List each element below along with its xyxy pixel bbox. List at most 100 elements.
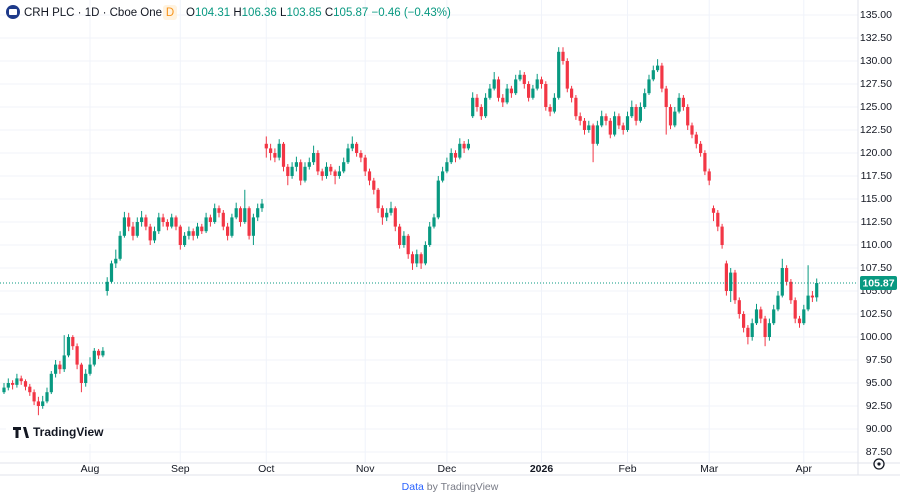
candle-body	[204, 217, 208, 232]
candle-body	[806, 295, 810, 310]
candle-body	[570, 88, 574, 98]
candle-body	[320, 171, 324, 176]
candle-body	[97, 350, 101, 356]
candle-body	[797, 318, 802, 324]
candle-body	[187, 231, 191, 236]
candle-body	[703, 153, 707, 172]
candle-body	[621, 125, 625, 130]
candle-body	[312, 153, 316, 163]
candle-body	[810, 295, 814, 298]
x-tick-label: 2026	[530, 463, 554, 475]
candle-body	[19, 378, 23, 382]
candle-body	[200, 226, 204, 232]
interval-badge: D	[166, 7, 174, 19]
legend-label: H	[233, 7, 241, 19]
footer-link[interactable]: Data	[402, 481, 424, 493]
candle-body	[574, 97, 578, 117]
candle-body	[380, 208, 384, 218]
candle-body	[514, 79, 518, 94]
candle-body	[742, 314, 746, 328]
candle-body	[234, 208, 238, 218]
candle-body	[221, 212, 225, 227]
candle-body	[415, 254, 419, 264]
candle-body	[785, 268, 789, 282]
candle-body	[441, 171, 445, 181]
legend-change: −0.46 (−0.43%)	[372, 7, 451, 19]
candle-body	[668, 107, 673, 126]
candle-body	[600, 116, 604, 126]
candle-body	[475, 97, 479, 107]
candle-body	[724, 263, 728, 291]
settings-icon-dot[interactable]	[877, 462, 881, 466]
y-tick-label: 87.50	[866, 446, 892, 458]
candle-body	[699, 143, 703, 153]
candle-body	[582, 120, 587, 130]
axes: 87.50 90.00 92.50 95.00 97.50 100.00 102.50 105…	[81, 9, 892, 475]
price-label-box	[860, 275, 897, 290]
candle-body	[88, 364, 92, 374]
legend-value: 105.87	[333, 7, 368, 19]
candle-body	[754, 309, 759, 324]
candle-body	[264, 143, 268, 149]
candle-body	[109, 263, 114, 282]
candle-body	[260, 203, 264, 209]
candle-body	[170, 217, 174, 227]
candle-body	[273, 153, 277, 158]
candle-body	[303, 166, 307, 181]
candle-body	[780, 268, 784, 296]
candle-body	[527, 84, 531, 98]
candle-body	[290, 166, 294, 176]
candle-body	[432, 217, 436, 227]
candle-body	[647, 79, 651, 94]
candle-body	[122, 217, 126, 236]
price-label: 105.87	[862, 277, 894, 289]
candle-body	[183, 235, 187, 245]
y-tick-label: 115.00	[861, 193, 892, 205]
candle-body	[355, 143, 359, 153]
candle-body	[165, 222, 169, 227]
candle-body	[359, 153, 363, 158]
candle-body	[281, 143, 286, 167]
candle-body	[41, 401, 45, 406]
candle-body	[617, 116, 621, 126]
candle-body	[677, 97, 681, 112]
candle-body	[746, 327, 750, 337]
candle-body	[363, 157, 367, 172]
candle-body	[62, 355, 66, 370]
y-tick-label: 127.50	[860, 78, 892, 90]
candle-body	[518, 74, 522, 80]
candle-body	[329, 166, 333, 172]
interval-badge-box	[163, 5, 177, 20]
candle-body	[92, 350, 96, 365]
candle-body	[58, 364, 62, 370]
legend-label: L	[280, 7, 287, 19]
candle-body	[544, 84, 548, 107]
footer: Data by TradingView	[402, 481, 499, 493]
candle-body	[157, 217, 161, 232]
candle-body	[269, 148, 273, 153]
candle-body	[419, 254, 423, 264]
candle-body	[535, 79, 539, 89]
candle-body	[660, 65, 664, 89]
candle-body	[587, 125, 591, 130]
candle-body	[488, 88, 492, 98]
candle-body	[656, 65, 660, 71]
candle-body	[578, 116, 582, 121]
candle-body	[79, 364, 83, 383]
x-tick-label: Nov	[356, 463, 375, 475]
x-tick-label: Mar	[700, 463, 719, 475]
candle-body	[118, 235, 122, 259]
watermark-box	[6, 420, 102, 444]
candle-body	[815, 282, 819, 298]
candle-body	[466, 143, 470, 149]
candle-body	[638, 107, 642, 121]
candle-body	[496, 79, 501, 98]
candle-body	[71, 337, 75, 347]
settings-icon[interactable]	[873, 458, 885, 470]
plot	[0, 47, 858, 416]
candle-body	[32, 392, 36, 402]
candle-body	[195, 226, 200, 236]
candle-body	[772, 309, 776, 324]
candle-body	[630, 107, 634, 117]
